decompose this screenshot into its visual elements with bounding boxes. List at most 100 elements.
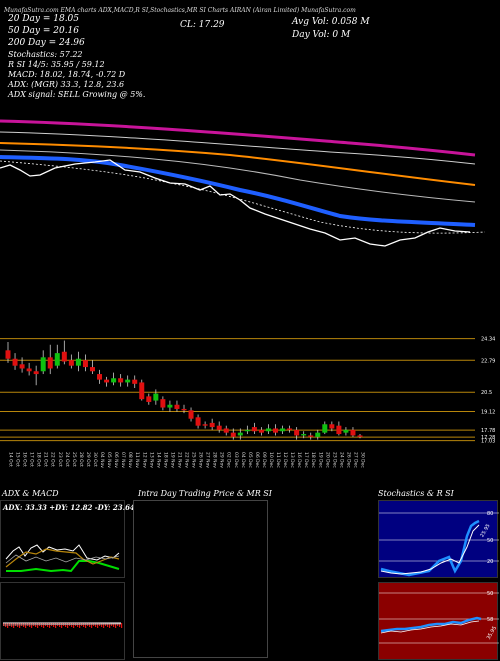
avg-vol-label: Avg Vol: 0.058 M — [292, 17, 370, 27]
date-label: 08 Nov — [127, 452, 133, 468]
date-label: 26 Dec — [345, 452, 351, 468]
candle-body — [75, 358, 81, 366]
date-label: 20 Dec — [324, 452, 330, 468]
adx-line — [5, 544, 120, 561]
price-line — [0, 159, 471, 247]
date-label: 22 Nov — [184, 452, 190, 468]
date-label: 06 Nov — [113, 452, 119, 468]
date-label: 21 Nov — [176, 452, 182, 468]
intraday-panel — [133, 500, 268, 658]
macd-histogram-bar — [115, 623, 117, 628]
macd-histogram-bar — [95, 623, 97, 627]
date-label: 30 Oct — [92, 452, 98, 467]
macd-histogram-bar — [107, 623, 109, 627]
macd-histogram-bar — [71, 623, 73, 627]
date-label: 28 Oct — [78, 452, 84, 467]
macd-histogram-bar — [9, 623, 11, 626]
candle-body — [19, 364, 25, 369]
candle-body — [118, 378, 124, 383]
macd-histogram-bar — [19, 623, 21, 628]
candle-body — [294, 429, 300, 436]
ema20-label: 20 Day = 18.05 — [8, 14, 80, 24]
date-label: 29 Nov — [219, 452, 225, 468]
candle-body — [216, 425, 222, 430]
candle-body — [82, 360, 88, 368]
price-level-label: 17.78 — [481, 428, 495, 434]
stochastics-panel: 80 25.95 50 20 — [378, 500, 499, 578]
rsi-label-mid: 58 — [487, 617, 493, 623]
rsi-white-line — [380, 620, 480, 634]
adx-chart — [5, 544, 120, 573]
ema200-line — [0, 119, 476, 157]
macd-histogram-bar — [113, 623, 115, 627]
candle-body — [244, 429, 250, 432]
ema-mid-line — [0, 149, 476, 203]
candle-body — [322, 424, 328, 433]
candle-body — [26, 368, 32, 372]
candle-body — [125, 379, 131, 383]
macd-histogram-bar — [119, 623, 121, 627]
date-label: 28 Nov — [212, 452, 218, 468]
rsi-label-value: 35.95 — [486, 625, 498, 640]
candle-body — [61, 351, 67, 362]
macd-histogram-bar — [7, 623, 9, 628]
date-label: 02 Dec — [226, 452, 232, 468]
candle-body — [209, 422, 215, 428]
candle-body — [265, 428, 271, 432]
candle-body — [230, 432, 236, 437]
date-label: 18 Dec — [310, 452, 316, 468]
adx-panel: ADX: 33.33 +DY: 12.82 -DY: 23.64 — [0, 500, 135, 578]
candle-body — [188, 410, 194, 419]
date-label: 18 Nov — [162, 452, 168, 468]
macd-histogram-bar — [13, 623, 15, 628]
title-strip: MunafaSutra.com EMA charts ADX,MACD,R SI… — [4, 7, 356, 14]
candle-body — [160, 399, 166, 408]
candle-body — [33, 371, 39, 375]
macd-histogram-bar — [91, 623, 93, 628]
macd-histogram-bar — [121, 623, 123, 628]
macd-histogram-bar — [53, 623, 55, 627]
macd-label: MACD: 18.02, 18.74, -0.72 D — [8, 70, 126, 79]
price-level-label: 17.03 — [481, 439, 495, 445]
date-label: 23 Oct — [57, 452, 63, 467]
ema50-line — [0, 142, 476, 186]
candle-body — [357, 435, 363, 437]
candle-body — [139, 382, 145, 400]
macd-histogram-bar — [59, 623, 61, 627]
candle-body — [68, 360, 74, 366]
ema-upper-line — [0, 131, 476, 165]
macd-histogram-bar — [101, 623, 103, 627]
candle-body — [287, 428, 293, 430]
stoch-d-line — [380, 524, 480, 575]
stoch-label-20: 20 — [487, 559, 493, 565]
candle-body — [146, 396, 152, 402]
macd-panel — [0, 582, 125, 660]
macd-histogram-bar — [65, 623, 67, 627]
date-label: 26 Nov — [198, 452, 204, 468]
ema200-label: 200 Day = 24.96 — [8, 38, 85, 48]
macd-histogram-bar — [37, 623, 39, 628]
date-label: 29 Oct — [85, 452, 91, 467]
stoch-label-value: 25.95 — [479, 523, 491, 538]
date-label: 27 Nov — [205, 452, 211, 468]
date-label: 19 Dec — [317, 452, 323, 468]
adx-values: ADX: 33.33 +DY: 12.82 -DY: 23.64 — [3, 503, 135, 512]
stochastics-label: Stochastics: 57.22 — [8, 50, 83, 59]
candle-body — [111, 378, 117, 383]
macd-histogram-bar — [103, 623, 105, 628]
date-label: 19 Nov — [169, 452, 175, 468]
stoch-label-50: 50 — [487, 538, 493, 544]
candle-body — [104, 379, 110, 383]
date-label: 11 Dec — [275, 452, 281, 468]
date-label: 05 Dec — [247, 452, 253, 468]
macd-signal-line — [2, 623, 122, 626]
close-label: CL: 17.29 — [180, 20, 225, 30]
date-label: 14 Oct — [8, 452, 14, 467]
date-label: 24 Dec — [338, 452, 344, 468]
macd-histogram-bar — [31, 623, 33, 628]
macd-histogram-bar — [117, 623, 119, 626]
macd-histogram-bar — [61, 623, 63, 628]
date-label: 21 Oct — [43, 452, 49, 467]
candle-body — [258, 429, 264, 433]
candle-body — [350, 429, 356, 436]
